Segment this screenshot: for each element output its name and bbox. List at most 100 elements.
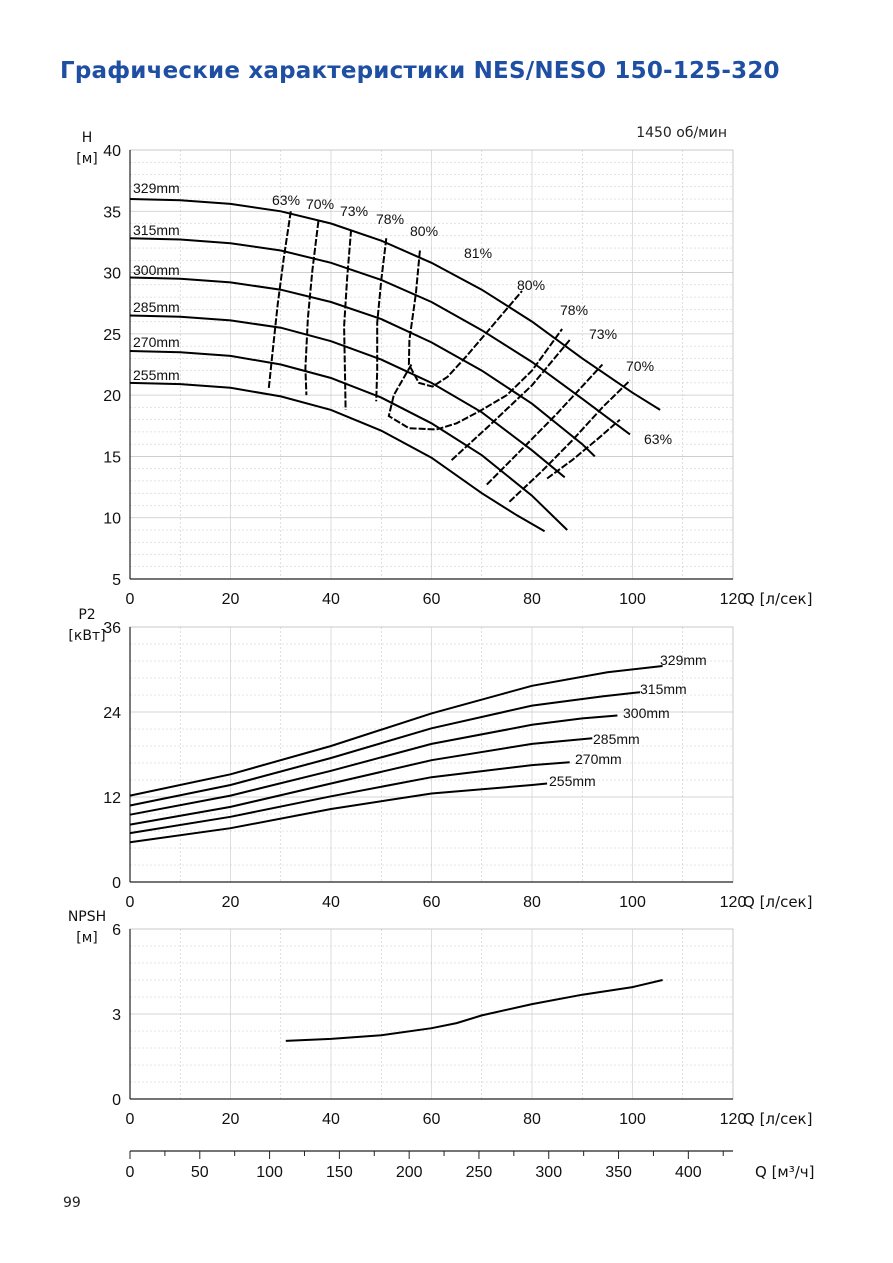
npsh-curve	[285, 979, 663, 1042]
efficiency-curve	[508, 379, 631, 503]
efficiency-curve	[375, 238, 388, 402]
x-axis-label: Q [л/сек]	[743, 1110, 812, 1128]
impeller-label: 255mm	[133, 367, 180, 383]
efficiency-label: 81%	[464, 245, 492, 261]
efficiency-curve	[546, 418, 621, 480]
impeller-label: 329mm	[133, 180, 180, 196]
efficiency-curve	[304, 220, 320, 396]
impeller-label: 270mm	[575, 751, 622, 767]
m3h-tick-label: 200	[396, 1164, 423, 1181]
impeller-label: 300mm	[623, 705, 670, 721]
x-tick-label: 40	[322, 894, 340, 911]
efficiency-label: 78%	[560, 302, 588, 318]
y-axis-label: H	[82, 130, 93, 146]
power-curve-255mm	[129, 782, 548, 844]
efficiency-label: 70%	[306, 196, 334, 212]
x-tick-label: 20	[222, 894, 240, 911]
efficiency-label: 73%	[589, 326, 617, 342]
power-curve-270mm	[129, 761, 570, 835]
impeller-label: 285mm	[593, 731, 640, 747]
m3h-tick-label: 300	[535, 1164, 562, 1181]
x-tick-label: 60	[423, 591, 441, 608]
y-tick-label: 12	[103, 790, 121, 807]
efficiency-label: 78%	[376, 211, 404, 227]
x-tick-label: 100	[619, 591, 646, 608]
y-tick-label: 10	[103, 511, 121, 528]
x-tick-label: 120	[720, 894, 747, 911]
y-tick-label: 35	[103, 204, 121, 221]
m3h-tick-label: 50	[191, 1164, 209, 1181]
x-tick-label: 0	[126, 591, 135, 608]
efficiency-label: 63%	[644, 431, 672, 447]
head-curve-300mm	[129, 276, 596, 458]
flow-m3h-axis: 0 50 100 150 200 250 300 350 400 Q [м³/ч]	[126, 1150, 815, 1181]
x-tick-label: 120	[720, 1111, 747, 1128]
impeller-label: 300mm	[133, 262, 180, 278]
y-tick-label: 5	[112, 572, 121, 589]
impeller-label: 270mm	[133, 334, 180, 350]
x-tick-label: 100	[619, 1111, 646, 1128]
y-axis-unit: [м]	[76, 151, 98, 167]
x-axis-label: Q [л/сек]	[743, 590, 812, 608]
y-axis-unit: [кВт]	[68, 628, 105, 644]
power-curve-300mm	[129, 714, 618, 816]
y-tick-label: 6	[112, 922, 121, 939]
x-tick-label: 80	[523, 894, 541, 911]
y-tick-label: 20	[103, 388, 121, 405]
x-tick-label: 120	[720, 591, 747, 608]
m3h-tick-label: 0	[126, 1164, 135, 1181]
x-axis-label: Q [л/сек]	[743, 893, 812, 911]
y-tick-label: 0	[112, 1092, 121, 1109]
efficiency-label: 63%	[272, 192, 300, 208]
x-tick-label: 40	[322, 591, 340, 608]
m3h-tick-label: 100	[256, 1164, 283, 1181]
x-tick-label: 40	[322, 1111, 340, 1128]
m3h-axis-label: Q [м³/ч]	[755, 1163, 815, 1181]
power-curve-285mm	[129, 737, 593, 826]
x-tick-label: 60	[423, 1111, 441, 1128]
efficiency-curve	[486, 363, 604, 486]
x-tick-label: 0	[126, 894, 135, 911]
x-tick-label: 20	[222, 591, 240, 608]
efficiency-label: 80%	[517, 277, 545, 293]
m3h-tick-label: 250	[466, 1164, 493, 1181]
efficiency-curve	[450, 339, 571, 461]
x-tick-label: 80	[523, 591, 541, 608]
efficiency-curve	[343, 229, 353, 410]
efficiency-curve	[407, 250, 523, 388]
power-curve-315mm	[129, 691, 641, 807]
x-tick-label: 20	[222, 1111, 240, 1128]
head-chart: 0 20 40 60 80 100 120 5 10 15 20 25 30 35 40 Q [л/сек] H…	[76, 130, 812, 608]
y-axis-unit: [м]	[76, 930, 98, 946]
page-title: Графические характеристики NES/NESO 150-…	[60, 58, 780, 84]
y-tick-label: 0	[112, 875, 121, 892]
efficiency-label: 73%	[340, 203, 368, 219]
npsh-chart: 0 20 40 60 80 100 120 0 3 6 Q [л/сек] NPSH [м]	[68, 909, 813, 1128]
power-chart: 0 20 40 60 80 100 120 0 12 24 36 Q [л/сек] P2 [кВт] 32…	[68, 607, 812, 911]
y-tick-label: 30	[103, 266, 121, 283]
head-curve-329mm	[129, 198, 661, 411]
y-tick-label: 36	[103, 620, 121, 637]
y-tick-label: 25	[103, 327, 121, 344]
impeller-label: 255mm	[549, 773, 596, 789]
power-curve-329mm	[129, 665, 663, 797]
page-number: 99	[63, 1195, 81, 1211]
x-tick-label: 0	[126, 1111, 135, 1128]
y-tick-label: 15	[103, 449, 121, 466]
x-tick-label: 80	[523, 1111, 541, 1128]
x-tick-label: 60	[423, 894, 441, 911]
efficiency-curve	[267, 211, 292, 390]
speed-label: 1450 об/мин	[636, 125, 727, 141]
y-axis-label: P2	[78, 607, 95, 623]
efficiency-curve	[387, 328, 563, 431]
head-curve-270mm	[129, 350, 568, 531]
impeller-label: 315mm	[640, 681, 687, 697]
x-tick-label: 100	[619, 894, 646, 911]
m3h-tick-label: 150	[326, 1164, 353, 1181]
m3h-tick-label: 400	[675, 1164, 702, 1181]
impeller-label: 285mm	[133, 299, 180, 315]
impeller-label: 315mm	[133, 222, 180, 238]
y-tick-label: 24	[103, 705, 121, 722]
y-tick-label: 3	[112, 1007, 121, 1024]
